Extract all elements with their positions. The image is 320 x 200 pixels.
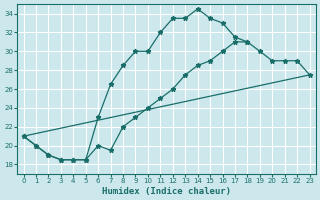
X-axis label: Humidex (Indice chaleur): Humidex (Indice chaleur) bbox=[102, 187, 231, 196]
